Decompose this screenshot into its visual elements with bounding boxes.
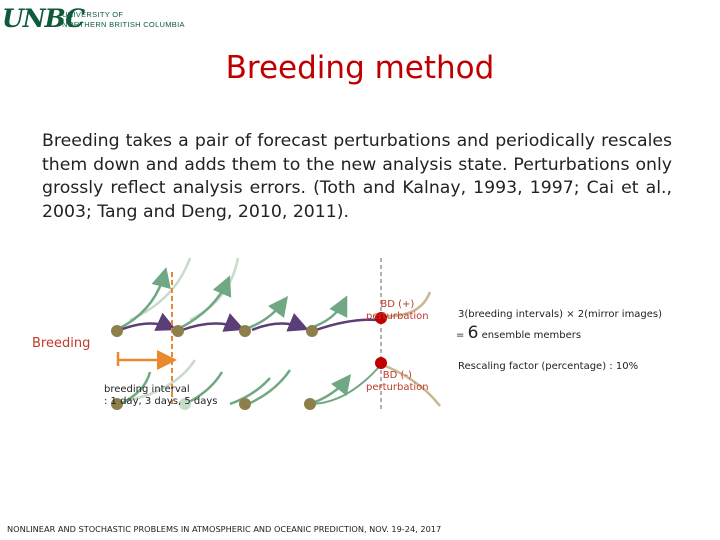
interval-label: breeding interval : 1 day, 3 days, 5 day…	[104, 384, 218, 408]
logo-mark: UNBC	[2, 4, 85, 33]
lower-curve-1	[229, 377, 271, 406]
lower-state-dot-1	[111, 398, 123, 410]
interval-label-line-2: : 1 day, 3 days, 5 days	[104, 396, 218, 407]
unbc-logo: UNBC UNIVERSITY OF NORTHERN BRITISH COLU…	[2, 4, 202, 38]
logo-line-2: NORTHERN BRITISH COLUMBIA	[62, 20, 185, 29]
upper-state-dot-3	[239, 325, 251, 337]
upper-growth-curve-1	[119, 267, 171, 330]
bd-minus-dot	[375, 357, 387, 369]
lower-state-dot-3	[239, 398, 251, 410]
upper-state-dot-4	[306, 325, 318, 337]
bd-minus-tan-curve	[382, 363, 441, 407]
lower-growth-curve-3	[247, 369, 292, 406]
bd-minus-label-line-2: perturbation	[366, 382, 429, 393]
interval-label-line-1: breeding interval	[104, 384, 190, 395]
formula-number: 6	[467, 323, 479, 343]
ensemble-formula-line-2: = 6 ensemble members	[456, 323, 581, 343]
bd-plus-label-line-1: BD (+)	[380, 299, 415, 310]
footer-text: NONLINEAR AND STOCHASTIC PROBLEMS IN ATM…	[7, 524, 442, 534]
upper-rescale-arc-4	[315, 318, 379, 332]
bd-plus-label-line-2: perturbation	[366, 311, 429, 322]
upper-growth-curve-3	[247, 296, 289, 330]
body-paragraph: Breeding takes a pair of forecast pertur…	[42, 131, 672, 222]
logo-line-1: UNIVERSITY OF	[62, 10, 124, 19]
formula-equals: =	[456, 330, 468, 341]
lower-state-dot-2	[179, 398, 191, 410]
bd-plus-dot	[375, 312, 387, 324]
ensemble-formula-line-1: 3(breeding intervals) × 2(mirror images)	[458, 309, 663, 320]
upper-growth-curve-2	[179, 275, 232, 330]
upper-rescale-arc-2	[181, 313, 245, 332]
breeding-label: Breeding	[32, 336, 91, 351]
bd-plus-tan-curve	[382, 291, 432, 318]
bd-minus-label: BD (-) perturbation	[366, 370, 429, 394]
upper-rescale-arc-3	[251, 313, 309, 332]
bd-minus-label-line-1: BD (-)	[382, 370, 412, 381]
slide-title: Breeding method	[225, 50, 495, 86]
upper-pale-curve-2	[189, 257, 240, 322]
lower-curve-2	[309, 367, 379, 405]
upper-state-dot-2	[172, 325, 184, 337]
upper-rescale-arc-1	[119, 312, 177, 332]
lower-growth-curve-4	[309, 374, 352, 406]
rescaling-factor-label: Rescaling factor (percentage) : 10%	[458, 361, 639, 372]
bd-plus-label: BD (+) perturbation	[366, 299, 429, 323]
lower-pale-curve-1	[129, 359, 197, 402]
lower-growth-curve-1	[119, 371, 152, 406]
upper-state-dot-1	[111, 325, 123, 337]
formula-tail: ensemble members	[478, 330, 582, 341]
lower-state-dot-4	[304, 398, 316, 410]
